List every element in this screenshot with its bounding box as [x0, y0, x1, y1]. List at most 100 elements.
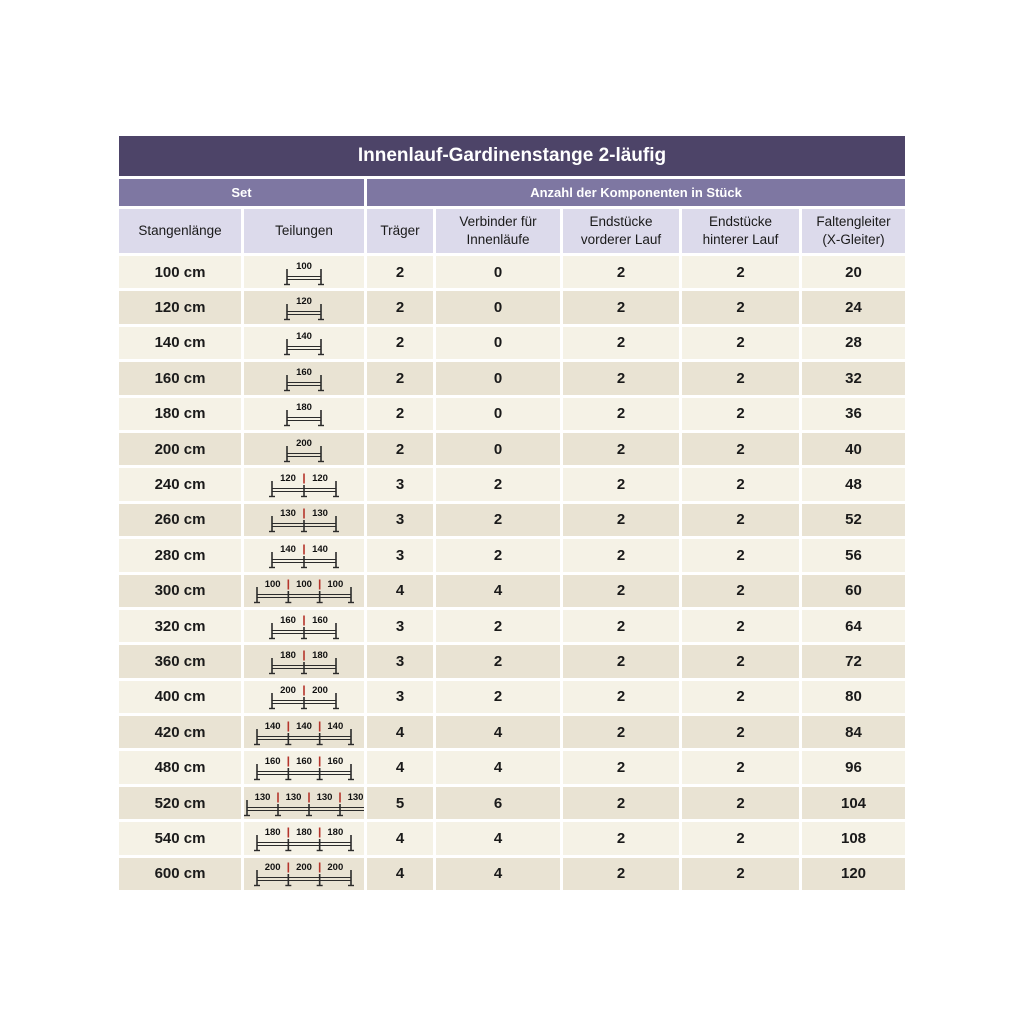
svg-text:100: 100	[327, 579, 343, 590]
row-faltengleiter-cell: 120	[802, 857, 905, 891]
svg-text:180: 180	[265, 827, 281, 838]
svg-text:100: 100	[296, 261, 312, 272]
row-verbinder-cell: 0	[436, 326, 560, 360]
svg-text:130: 130	[317, 792, 333, 803]
svg-text:130: 130	[280, 508, 296, 519]
column-header-endstuecke-vorne: Endstücke vorderer Lauf	[563, 209, 679, 253]
row-teilungen-cell: 180	[244, 397, 364, 430]
row-endstuecke-hinten-cell: 2	[682, 362, 799, 395]
rod-diagram: 180 180 180	[254, 827, 354, 852]
row-traeger-cell: 4	[367, 857, 433, 891]
row-verbinder-cell: 2	[436, 539, 560, 572]
row-traeger-cell: 4	[367, 574, 433, 607]
rod-diagram: 200	[284, 438, 324, 462]
row-verbinder-cell: 0	[436, 291, 560, 324]
column-header-endstuecke-hinten: Endstücke hinterer Lauf	[682, 209, 799, 253]
row-endstuecke-vorne-cell: 2	[563, 716, 679, 749]
table-title: Innenlauf-Gardinenstange 2-läufig	[119, 136, 905, 176]
rod-diagram: 140 140	[269, 544, 339, 569]
row-endstuecke-hinten-cell: 2	[682, 609, 799, 643]
rod-diagram: 140 140 140	[254, 721, 354, 745]
row-teilungen-cell: 130 130	[244, 503, 364, 537]
row-endstuecke-hinten-cell: 2	[682, 822, 799, 855]
row-verbinder-cell: 0	[436, 432, 560, 466]
group-header-set: Set	[119, 179, 364, 206]
row-teilungen-cell: 160 160	[244, 609, 364, 643]
row-faltengleiter-cell: 36	[802, 397, 905, 430]
rod-diagram: 140	[284, 331, 324, 356]
svg-text:100: 100	[265, 579, 281, 590]
row-traeger-cell: 2	[367, 256, 433, 289]
row-length-cell: 480 cm	[119, 751, 241, 784]
row-endstuecke-vorne-cell: 2	[563, 574, 679, 607]
row-endstuecke-hinten-cell: 2	[682, 857, 799, 891]
svg-text:200: 200	[327, 862, 343, 873]
rod-diagram: 100 100 100	[254, 579, 354, 604]
row-verbinder-cell: 6	[436, 786, 560, 820]
svg-text:160: 160	[327, 756, 343, 767]
row-endstuecke-vorne-cell: 2	[563, 362, 679, 395]
svg-text:130: 130	[255, 792, 271, 803]
row-length-cell: 160 cm	[119, 362, 241, 395]
rod-diagram: 160 160	[269, 615, 339, 639]
row-verbinder-cell: 2	[436, 680, 560, 714]
row-teilungen-cell: 140	[244, 326, 364, 360]
row-teilungen-cell: 200 200	[244, 680, 364, 714]
svg-text:160: 160	[312, 615, 328, 626]
svg-text:180: 180	[327, 827, 343, 838]
svg-text:160: 160	[296, 367, 312, 378]
row-verbinder-cell: 0	[436, 362, 560, 395]
row-length-cell: 240 cm	[119, 468, 241, 501]
row-endstuecke-vorne-cell: 2	[563, 680, 679, 714]
row-traeger-cell: 2	[367, 397, 433, 430]
row-teilungen-cell: 200 200 200	[244, 857, 364, 891]
group-header-components: Anzahl der Komponenten in Stück	[367, 179, 905, 206]
row-faltengleiter-cell: 64	[802, 609, 905, 643]
svg-text:140: 140	[296, 721, 312, 732]
row-length-cell: 180 cm	[119, 397, 241, 430]
row-endstuecke-vorne-cell: 2	[563, 822, 679, 855]
svg-text:100: 100	[296, 579, 312, 590]
svg-text:130: 130	[286, 792, 302, 803]
row-verbinder-cell: 2	[436, 645, 560, 678]
row-verbinder-cell: 4	[436, 822, 560, 855]
row-verbinder-cell: 0	[436, 397, 560, 430]
svg-text:140: 140	[312, 544, 328, 555]
row-length-cell: 540 cm	[119, 822, 241, 855]
row-traeger-cell: 4	[367, 716, 433, 749]
row-teilungen-cell: 180 180 180	[244, 822, 364, 855]
row-traeger-cell: 3	[367, 609, 433, 643]
row-endstuecke-hinten-cell: 2	[682, 326, 799, 360]
svg-text:120: 120	[296, 296, 312, 307]
row-faltengleiter-cell: 108	[802, 822, 905, 855]
svg-text:130: 130	[348, 792, 364, 803]
rod-diagram: 120 120	[269, 473, 339, 498]
row-faltengleiter-cell: 28	[802, 326, 905, 360]
row-teilungen-cell: 200	[244, 432, 364, 466]
row-verbinder-cell: 4	[436, 574, 560, 607]
rod-diagram: 180 180	[269, 650, 339, 675]
column-header-stangenlaenge: Stangenlänge	[119, 209, 241, 253]
row-teilungen-cell: 140 140	[244, 539, 364, 572]
column-header-teilungen: Teilungen	[244, 209, 364, 253]
components-table: Innenlauf-Gardinenstange 2-läufig Set An…	[119, 136, 905, 891]
row-endstuecke-vorne-cell: 2	[563, 256, 679, 289]
row-verbinder-cell: 2	[436, 609, 560, 643]
row-endstuecke-vorne-cell: 2	[563, 539, 679, 572]
row-length-cell: 320 cm	[119, 609, 241, 643]
rod-diagram: 130 130	[269, 508, 339, 533]
row-endstuecke-hinten-cell: 2	[682, 503, 799, 537]
row-length-cell: 200 cm	[119, 432, 241, 466]
row-length-cell: 360 cm	[119, 645, 241, 678]
row-traeger-cell: 3	[367, 680, 433, 714]
row-teilungen-cell: 160	[244, 362, 364, 395]
row-faltengleiter-cell: 84	[802, 716, 905, 749]
row-teilungen-cell: 180 180	[244, 645, 364, 678]
row-length-cell: 520 cm	[119, 786, 241, 820]
row-verbinder-cell: 4	[436, 751, 560, 784]
column-header-faltengleiter: Faltengleiter (X-Gleiter)	[802, 209, 905, 253]
svg-text:120: 120	[312, 473, 328, 484]
row-endstuecke-vorne-cell: 2	[563, 609, 679, 643]
row-length-cell: 140 cm	[119, 326, 241, 360]
